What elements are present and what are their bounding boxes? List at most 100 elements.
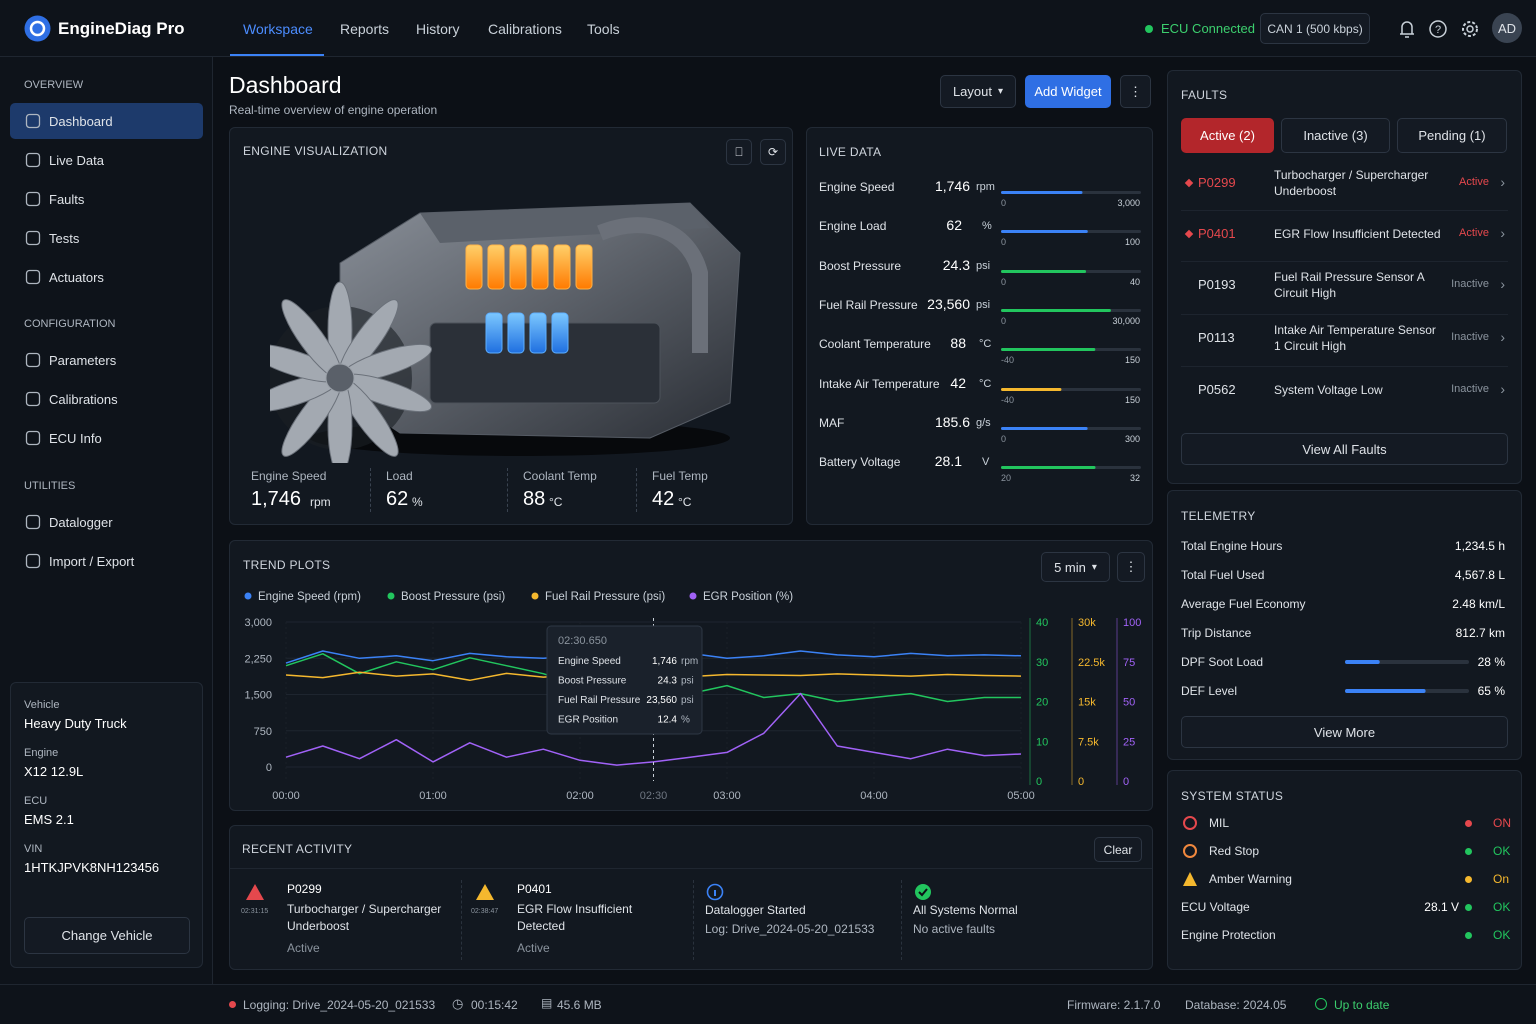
fault-status: Active — [1459, 176, 1489, 188]
fault-tab[interactable]: Pending (1) — [1397, 118, 1507, 153]
trend-chart: Engine Speed (rpm) Boost Pressure (psi) Fu… — [244, 591, 1141, 802]
live-unit: % — [982, 220, 992, 233]
panel-title: ENGINE VISUALIZATION — [243, 144, 388, 158]
gauge-bar — [1001, 466, 1096, 470]
icon-shape — [246, 884, 264, 900]
sidebar: OVERVIEW Dashboard Live Data Faults Tests Act… — [0, 57, 213, 984]
sidebar-item[interactable]: Tests — [49, 231, 80, 246]
chevron: › — [1500, 174, 1505, 190]
status-label: Engine Protection — [1181, 928, 1276, 942]
nav-item[interactable]: Workspace — [243, 21, 313, 37]
unit: h — [1498, 539, 1505, 553]
tooltip-label: EGR Position — [558, 715, 618, 726]
stat-label: Engine Speed — [251, 469, 327, 483]
view-more[interactable]: View More — [1181, 716, 1508, 748]
live-value: 42 — [950, 374, 966, 391]
status-dot — [1465, 932, 1472, 939]
nav-item[interactable]: Tools — [587, 21, 620, 37]
icon-shape — [706, 883, 724, 901]
chart-more[interactable]: ⋮ — [1117, 552, 1145, 582]
range-min: 0 — [1001, 237, 1007, 248]
y-tick-label: 15k — [1078, 697, 1096, 709]
telemetry-value: 2.48 km/L — [1452, 597, 1505, 611]
sidebar-item[interactable]: Calibrations — [49, 392, 118, 407]
gauge — [1001, 308, 1141, 312]
nav-item[interactable]: History — [416, 21, 460, 37]
value: 1,234.5 — [1454, 539, 1495, 553]
range-min: 0 — [1001, 315, 1007, 326]
activity-text: No active faults — [913, 922, 996, 936]
nav-icon — [25, 113, 41, 129]
unit: L — [1498, 568, 1505, 582]
clear-button[interactable]: Clear — [1094, 837, 1142, 862]
divider — [901, 880, 902, 960]
telemetry-value: 812.7 km — [1456, 626, 1505, 640]
tooltip-label: Engine Speed — [558, 656, 621, 667]
panel-title: RECENT ACTIVITY — [242, 842, 353, 856]
sidebar-item[interactable]: Import / Export — [49, 554, 135, 569]
more-button[interactable]: ⋮ — [1120, 75, 1151, 108]
legend-label: EGR Position (%) — [703, 591, 793, 603]
connection-status: ECU Connected — [1161, 21, 1255, 36]
sidebar-item[interactable]: Parameters — [49, 353, 117, 368]
bus-box: CAN 1 (500 kbps) — [1260, 13, 1370, 44]
value: 2.48 — [1452, 597, 1476, 611]
nav-item[interactable]: Reports — [340, 21, 390, 37]
status-dot — [1465, 820, 1472, 827]
panel-action[interactable]: ⎕ — [726, 139, 752, 165]
nav-icon — [25, 269, 41, 285]
y-tick-label: 0 — [1036, 776, 1042, 788]
vehicle-label: Vehicle — [24, 699, 60, 711]
tooltip-value: 23,560 — [646, 695, 677, 706]
sidebar-item[interactable]: Faults — [49, 192, 85, 207]
divider — [1181, 366, 1508, 367]
header-icons[interactable]: ? — [1396, 18, 1486, 40]
gauge-bar — [1001, 230, 1088, 234]
chevron: › — [1500, 381, 1505, 397]
avatar: AD — [1492, 13, 1522, 43]
range-button[interactable]: 5 min ▾ — [1041, 552, 1110, 582]
fault-tab[interactable]: Inactive (3) — [1281, 118, 1390, 153]
y-tick-label: 0 — [266, 762, 272, 774]
status-label: Amber Warning — [1209, 872, 1292, 886]
change-vehicle[interactable]: Change Vehicle — [24, 917, 190, 954]
sidebar-item[interactable]: Live Data — [49, 153, 104, 168]
chevron: › — [1500, 329, 1505, 345]
panel-title: TELEMETRY — [1181, 509, 1256, 523]
icon-shape — [1183, 844, 1197, 858]
telemetry-label: Average Fuel Economy — [1181, 597, 1306, 611]
sidebar-item[interactable]: ECU Info — [49, 431, 102, 446]
sidebar-item[interactable]: Datalogger — [49, 515, 113, 530]
status-label: Red Stop — [1209, 844, 1260, 858]
panel-action[interactable]: ⟳ — [760, 139, 786, 165]
gauge-bar — [1001, 348, 1096, 352]
telemetry-label: DPF Soot Load — [1181, 655, 1264, 669]
fault-code: P0193 — [1198, 277, 1236, 292]
view-all-faults[interactable]: View All Faults — [1181, 433, 1508, 465]
nav-item[interactable]: Calibrations — [488, 21, 562, 37]
fault-tab[interactable]: Active (2) — [1181, 118, 1274, 153]
live-unit: g/s — [976, 416, 991, 429]
sidebar-item[interactable]: Dashboard — [49, 114, 113, 129]
tooltip-value: 12.4 — [658, 715, 678, 726]
divider — [1181, 261, 1508, 262]
y-tick-label: 7.5k — [1078, 736, 1099, 748]
gauge — [1001, 466, 1141, 470]
fault-description: EGR Flow Insufficient Detected — [1274, 227, 1441, 241]
activity-icon — [246, 884, 264, 900]
bar-fill — [1345, 660, 1380, 664]
y-tick-label: 40 — [1036, 617, 1048, 629]
add-widget[interactable]: Add Widget — [1025, 75, 1111, 108]
fault-marker — [1184, 229, 1194, 239]
y-tick-label: 10 — [1036, 736, 1048, 748]
unit: % — [1494, 655, 1505, 669]
level-bar — [1345, 689, 1469, 693]
divider — [693, 880, 694, 960]
sidebar-item[interactable]: Actuators — [49, 270, 104, 285]
layout-button[interactable]: Layout ▾ — [940, 75, 1016, 108]
status-value: 28.1 V — [1424, 900, 1459, 914]
range-min: -40 — [1001, 355, 1015, 366]
engine-panel: ENGINE VISUALIZATION ⎕ ⟳ Engine Speed 1,746… — [229, 127, 793, 525]
faults-panel: FAULTS Active (2) Inactive (3) Pending (1) P… — [1167, 70, 1522, 484]
page-subtitle: Real-time overview of engine operation — [229, 103, 438, 117]
